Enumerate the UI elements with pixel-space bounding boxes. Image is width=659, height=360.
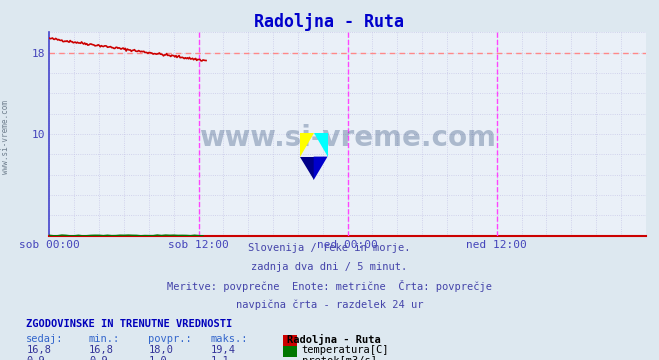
Text: Radoljna - Ruta: Radoljna - Ruta <box>287 334 380 345</box>
Text: temperatura[C]: temperatura[C] <box>302 345 389 355</box>
Text: zadnja dva dni / 5 minut.: zadnja dva dni / 5 minut. <box>251 262 408 272</box>
Text: Meritve: povprečne  Enote: metrične  Črta: povprečje: Meritve: povprečne Enote: metrične Črta:… <box>167 280 492 292</box>
Text: 19,4: 19,4 <box>211 345 236 355</box>
Text: maks.:: maks.: <box>211 334 248 344</box>
Text: Radoljna - Ruta: Radoljna - Ruta <box>254 13 405 31</box>
Text: sedaj:: sedaj: <box>26 334 64 344</box>
Text: Slovenija / reke in morje.: Slovenija / reke in morje. <box>248 243 411 253</box>
Text: 0,9: 0,9 <box>26 356 45 360</box>
Text: ZGODOVINSKE IN TRENUTNE VREDNOSTI: ZGODOVINSKE IN TRENUTNE VREDNOSTI <box>26 319 233 329</box>
Text: 18,0: 18,0 <box>148 345 173 355</box>
Text: 1,0: 1,0 <box>148 356 167 360</box>
Polygon shape <box>314 157 328 180</box>
Text: 0,9: 0,9 <box>89 356 107 360</box>
Polygon shape <box>300 157 314 180</box>
Text: pretok[m3/s]: pretok[m3/s] <box>302 356 377 360</box>
Text: www.si-vreme.com: www.si-vreme.com <box>199 124 496 152</box>
Polygon shape <box>314 133 328 157</box>
Text: min.:: min.: <box>89 334 120 344</box>
Text: www.si-vreme.com: www.si-vreme.com <box>1 100 10 174</box>
Text: navpična črta - razdelek 24 ur: navpična črta - razdelek 24 ur <box>236 299 423 310</box>
Text: povpr.:: povpr.: <box>148 334 192 344</box>
Text: 16,8: 16,8 <box>89 345 114 355</box>
Polygon shape <box>300 133 314 157</box>
Text: 1,1: 1,1 <box>211 356 229 360</box>
Text: 16,8: 16,8 <box>26 345 51 355</box>
